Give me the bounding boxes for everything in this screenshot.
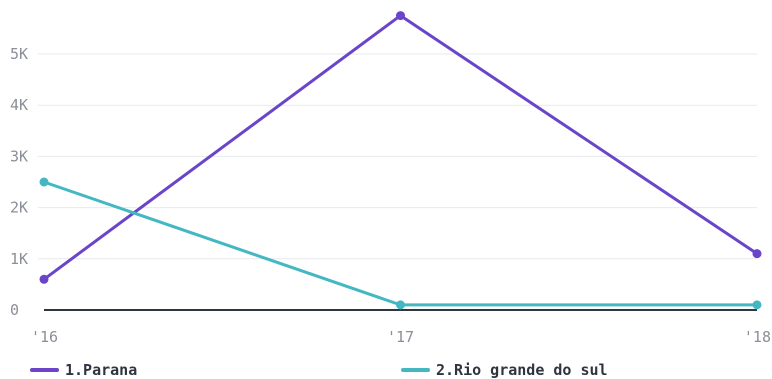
series-1-point-1 (396, 11, 405, 21)
legend-label-series-2: 2.Rio grande do sul (436, 361, 608, 379)
y-tick-label-0: 0 (10, 301, 19, 319)
legend-swatch-series-1 (30, 368, 59, 372)
legend-item-series-1[interactable]: 1.Parana (30, 361, 137, 379)
legend-swatch-series-2 (401, 368, 430, 372)
series-2-point-1 (396, 300, 405, 310)
y-tick-label-3: 3K (10, 147, 28, 165)
legend: 1.Parana 2.Rio grande do sul (30, 361, 770, 379)
series-line-1 (42, 14, 759, 281)
legend-item-series-2[interactable]: 2.Rio grande do sul (401, 361, 608, 379)
series-1-point-2 (752, 249, 762, 259)
x-tick-label-2: '18 (744, 328, 771, 346)
y-tick-label-4: 4K (10, 96, 28, 114)
series-1-point-0 (39, 274, 49, 284)
series-2-point-2 (752, 300, 762, 310)
legend-label-series-1: 1.Parana (65, 361, 138, 379)
y-tick-label-1: 1K (10, 250, 28, 268)
x-tick-label-0: '16 (31, 328, 58, 346)
y-tick-label-5: 5K (10, 45, 28, 63)
x-tick-label-1: '17 (387, 328, 414, 346)
y-tick-label-2: 2K (10, 199, 28, 217)
series-2-point-0 (39, 177, 49, 187)
